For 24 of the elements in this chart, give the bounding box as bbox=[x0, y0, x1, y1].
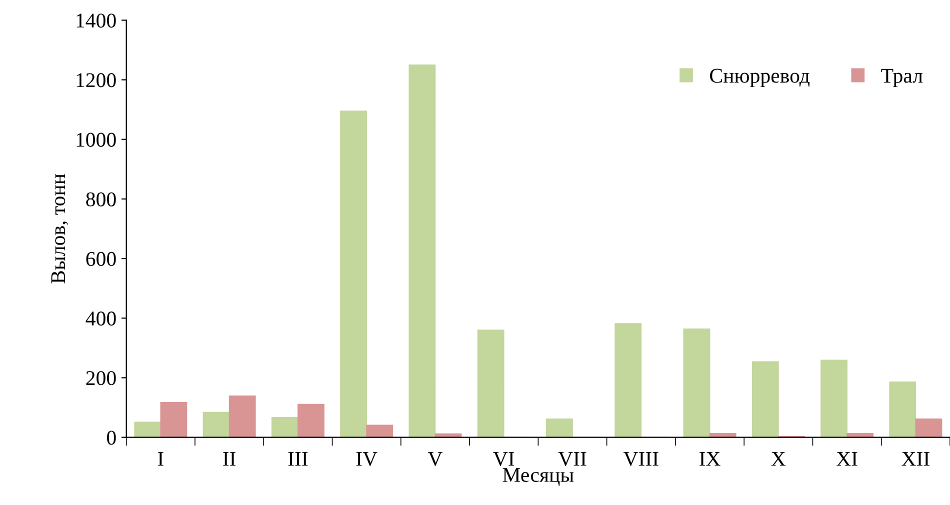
y-tick-label: 600 bbox=[86, 252, 116, 266]
x-tick-label: XI bbox=[836, 452, 858, 466]
x-tick-label: XII bbox=[902, 452, 930, 466]
y-tick-label: 400 bbox=[86, 312, 116, 326]
x-tick-label: III bbox=[288, 452, 308, 466]
x-tick-label: V bbox=[428, 452, 443, 466]
legend-label: Снюрревод bbox=[710, 68, 810, 88]
x-tick-label: VII bbox=[558, 452, 586, 466]
x-tick-label: I bbox=[158, 452, 164, 466]
x-axis-title: Месяцы bbox=[502, 468, 574, 486]
x-tick-label: IX bbox=[700, 452, 720, 466]
x-tick-label: X bbox=[771, 452, 786, 466]
x-tick-label: VIII bbox=[623, 452, 658, 466]
x-tick-label: VI bbox=[493, 452, 514, 466]
y-tick-label: 1400 bbox=[76, 14, 116, 28]
y-tick-label: 200 bbox=[86, 371, 116, 386]
legend-label: Трал bbox=[881, 68, 923, 88]
y-tick-label: 800 bbox=[86, 192, 116, 206]
x-tick-label: II bbox=[223, 452, 236, 466]
y-tick-label: 1000 bbox=[76, 132, 116, 147]
y-tick-label: 0 bbox=[107, 430, 116, 445]
y-axis-title: Вылов, тонн bbox=[51, 174, 68, 284]
y-tick-label: 1200 bbox=[76, 73, 116, 88]
x-tick-label: IV bbox=[356, 452, 378, 466]
